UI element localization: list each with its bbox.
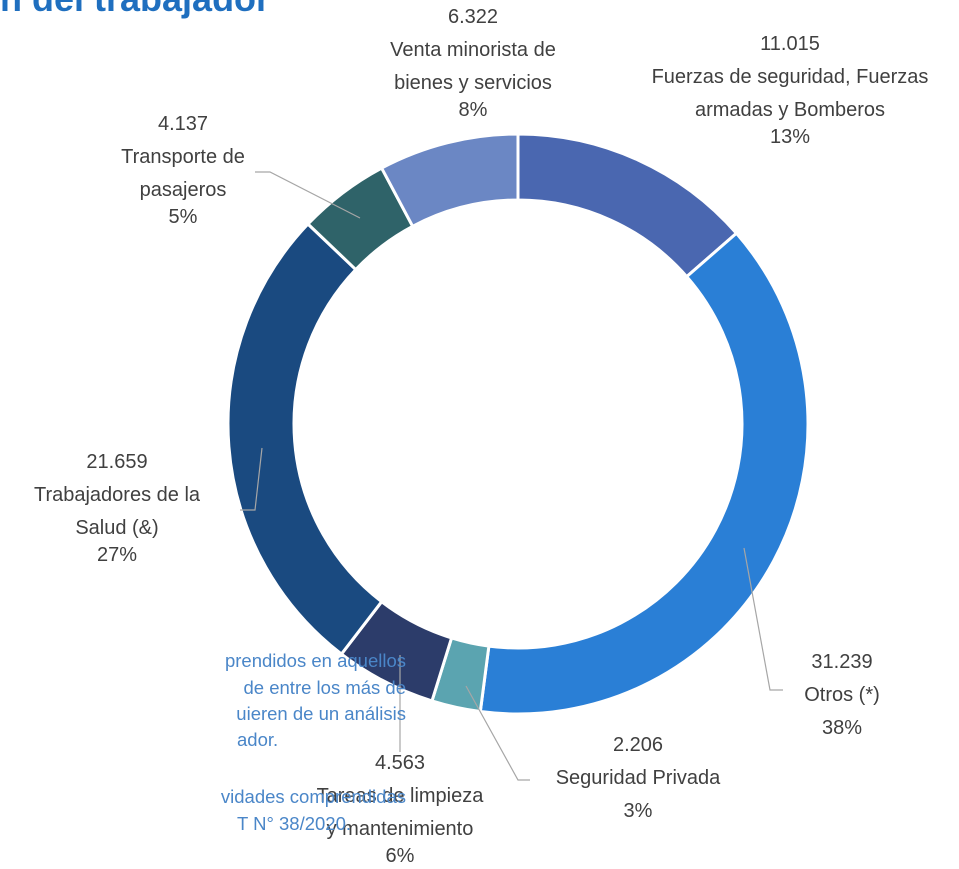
value-label: 31.239 — [811, 651, 873, 673]
value-label: 4.563 — [374, 752, 426, 774]
percent-label: 38% — [821, 717, 863, 739]
percent-label: 6% — [385, 845, 415, 867]
leader-line — [465, 685, 530, 781]
percent-label: 27% — [96, 544, 138, 566]
value-label: 4.137 — [157, 113, 209, 135]
note-text: uieren de un análisis — [236, 703, 406, 724]
category-label: Trabajadores de la Salud (&) — [33, 484, 201, 539]
value-label: 21.659 — [86, 451, 148, 473]
note-text: de entre los más de — [243, 677, 406, 698]
category-label: Tareas de limpieza y mantenimiento — [316, 785, 484, 840]
category-label: Venta minorista de bienes y servicios — [390, 39, 556, 94]
note-text: ador. — [237, 729, 279, 750]
percent-label: 5% — [168, 206, 198, 228]
chart-title: n del trabajador — [0, 0, 270, 20]
category-label: Seguridad Privada — [555, 767, 721, 789]
percent-label: 8% — [458, 99, 488, 121]
leader-line — [240, 447, 263, 511]
category-label: Fuerzas de seguridad, Fuerzas armadas y … — [651, 66, 929, 121]
value-label: 2.206 — [612, 734, 664, 756]
donut-segment — [516, 132, 739, 279]
category-label: Otros (*) — [804, 684, 880, 706]
category-label: Transporte de pasajeros — [121, 146, 245, 201]
note-text: T N° 38/2020. — [237, 813, 352, 834]
donut-segment — [478, 231, 810, 716]
percent-label: 3% — [623, 800, 653, 822]
note-text: vidades comprendidas — [220, 786, 406, 807]
value-label: 11.015 — [760, 33, 820, 55]
leader-line — [743, 547, 783, 691]
note-text: prendidos en aquellos — [224, 650, 406, 671]
leader-line — [255, 171, 361, 219]
donut-segment — [226, 221, 384, 657]
percent-label: 13% — [769, 126, 811, 148]
donut-segment — [379, 132, 520, 229]
value-label: 6.322 — [447, 6, 499, 28]
